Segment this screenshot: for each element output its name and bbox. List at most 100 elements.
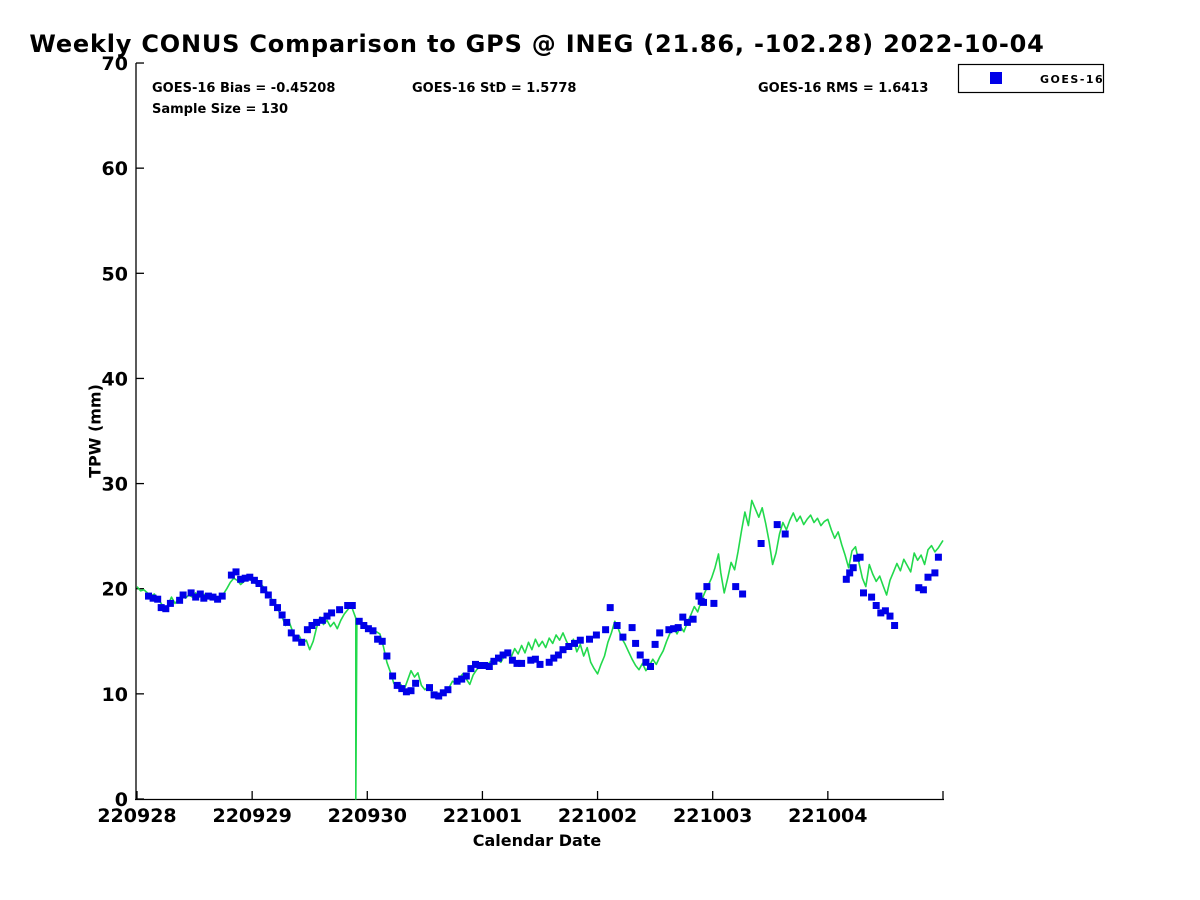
goes16-marker [531,655,539,663]
goes16-marker [308,622,316,629]
goes16-marker [513,659,521,667]
goes16-marker [227,571,235,579]
goes16-marker [393,681,401,689]
goes16-marker [636,651,644,659]
goes16-marker [703,583,711,591]
goes16-marker [250,576,258,584]
goes16-marker [868,593,876,601]
goes16-marker [426,684,433,692]
goes16-marker [565,643,573,650]
goes16-marker [606,604,614,612]
goes16-marker [849,564,857,572]
goes16-marker [435,692,443,700]
goes16-marker [439,689,447,697]
goes16-marker [328,609,336,617]
y-tick-label: 20 [102,579,128,601]
goes16-marker [209,593,217,601]
y-tick-label: 10 [102,684,128,706]
goes16-marker [389,672,397,680]
goes16-marker [453,677,461,685]
goes16-marker [757,540,765,547]
goes16-marker [485,663,493,670]
goes16-marker [651,640,659,648]
x-tick-label: 221001 [443,805,522,827]
goes16-marker [781,530,789,538]
goes16-marker [619,633,627,641]
goes16-marker [924,573,932,581]
goes16-marker [374,635,382,643]
goes16-marker [683,618,691,626]
x-tick-label: 221002 [558,805,637,827]
goes16-marker [886,612,894,620]
goes16-marker [462,672,470,680]
goes16-marker [430,691,438,699]
goes16-marker [278,611,286,619]
goes16-marker [292,634,300,642]
goes16-marker [472,660,479,668]
goes16-marker [931,569,939,577]
stat-rms: GOES-16 RMS = 1.6413 [758,81,929,96]
goes16-marker [344,602,352,609]
goes16-marker [407,687,415,695]
goes16-marker [241,574,249,582]
goes16-marker [642,658,650,666]
goes16-marker [364,625,372,633]
goes16-marker [369,627,377,635]
goes16-marker [628,624,636,632]
goes16-marker [527,656,535,664]
goes16-marker [891,622,899,629]
goes16-marker [602,626,610,634]
goes16-marker [559,646,567,654]
goes16-marker [196,590,204,598]
goes16-marker [592,631,600,639]
goes16-marker [545,658,553,666]
goes16-marker [313,618,321,626]
goes16-marker [881,607,889,615]
goes16-marker [846,569,854,577]
goes16-marker [323,612,331,620]
goes16-marker [162,605,170,613]
goes16-marker [504,649,512,657]
goes16-marker [674,624,682,632]
goes16-marker [700,598,707,606]
goes16-marker [176,596,184,604]
goes16-marker [214,595,222,603]
goes16-marker [915,584,923,592]
y-tick-label: 40 [102,368,128,390]
x-tick-label: 220930 [328,805,407,827]
goes16-marker [647,663,654,670]
goes16-marker [154,595,162,603]
goes16-marker [303,626,311,634]
goes16-marker [246,573,254,581]
goes16-marker [490,657,498,665]
stat-sample: Sample Size = 130 [152,102,289,117]
y-tick-label: 30 [102,474,128,496]
goes16-marker [458,675,466,683]
goes16-marker [518,659,526,667]
goes16-marker [495,654,502,662]
goes16-marker [670,625,678,633]
goes16-marker [360,622,368,629]
goes16-marker [355,617,363,625]
chart-title: Weekly CONUS Comparison to GPS @ INEG (2… [29,30,1045,58]
goes16-marker [287,629,295,637]
goes16-marker [204,592,212,600]
x-tick-label: 221004 [788,805,867,827]
goes16-marker [536,660,544,668]
goes16-marker [264,591,272,599]
goes16-marker [200,594,208,602]
goes16-marker [586,635,593,643]
goes16-marker [274,604,281,612]
goes16-marker [872,602,880,609]
goes16-marker [260,586,268,594]
x-tick-label: 220928 [97,805,176,827]
goes16-marker [613,622,621,629]
goes16-marker [218,592,226,600]
stat-std: GOES-16 StD = 1.5778 [412,81,577,96]
goes16-marker [689,615,697,623]
x-axis-label: Calendar Date [472,831,602,850]
goes16-marker [476,662,484,669]
goes16-marker [149,594,157,602]
goes16-marker [348,602,356,609]
